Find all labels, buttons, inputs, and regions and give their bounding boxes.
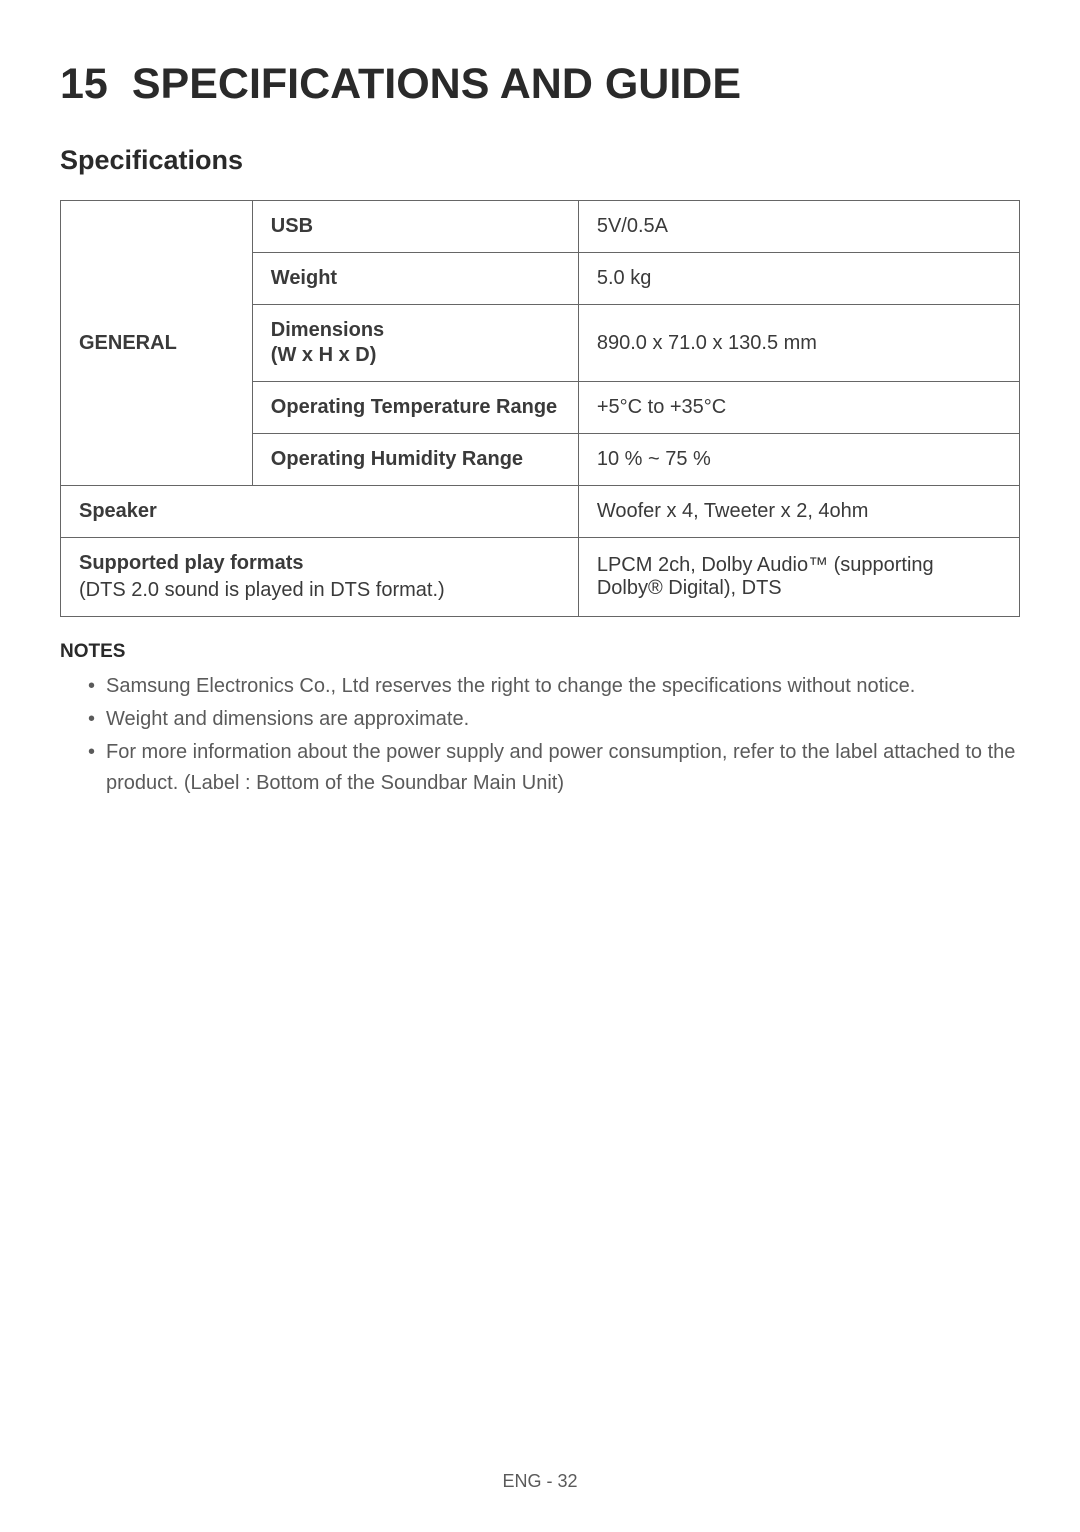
table-row: Supported play formats (DTS 2.0 sound is… [61,538,1020,617]
formats-sublabel: (DTS 2.0 sound is played in DTS format.) [79,579,560,602]
chapter-title: 15 SPECIFICATIONS AND GUIDE [60,60,1020,109]
spec-label: Weight [252,253,578,305]
spec-value: 5V/0.5A [578,201,1019,253]
spec-value: Woofer x 4, Tweeter x 2, 4ohm [578,486,1019,538]
chapter-title-text: SPECIFICATIONS AND GUIDE [132,60,741,108]
spec-value: 890.0 x 71.0 x 130.5 mm [578,305,1019,382]
spec-label: Operating Temperature Range [252,382,578,434]
table-row: Speaker Woofer x 4, Tweeter x 2, 4ohm [61,486,1020,538]
spec-value: 5.0 kg [578,253,1019,305]
note-item: Weight and dimensions are approximate. [88,704,1020,735]
table-row: GENERAL USB 5V/0.5A [61,201,1020,253]
notes-list: Samsung Electronics Co., Ltd reserves th… [60,671,1020,799]
dimensions-sublabel: (W x H x D) [271,344,560,367]
spec-label: Dimensions (W x H x D) [252,305,578,382]
spec-label: Operating Humidity Range [252,434,578,486]
page-footer: ENG - 32 [0,1471,1080,1492]
dimensions-label: Dimensions [271,319,384,341]
spec-value: LPCM 2ch, Dolby Audio™ (supporting Dolby… [578,538,1019,617]
note-item: For more information about the power sup… [88,737,1020,799]
notes-heading: NOTES [60,641,1020,663]
specifications-table: GENERAL USB 5V/0.5A Weight 5.0 kg Dimens… [60,200,1020,617]
section-title: Specifications [60,145,1020,176]
chapter-number: 15 [60,60,108,109]
general-category-cell: GENERAL [61,201,253,486]
spec-label: USB [252,201,578,253]
spec-value: +5°C to +35°C [578,382,1019,434]
formats-label: Supported play formats [79,552,303,574]
spec-label: Supported play formats (DTS 2.0 sound is… [61,538,579,617]
spec-value: 10 % ~ 75 % [578,434,1019,486]
spec-label: Speaker [61,486,579,538]
note-item: Samsung Electronics Co., Ltd reserves th… [88,671,1020,702]
